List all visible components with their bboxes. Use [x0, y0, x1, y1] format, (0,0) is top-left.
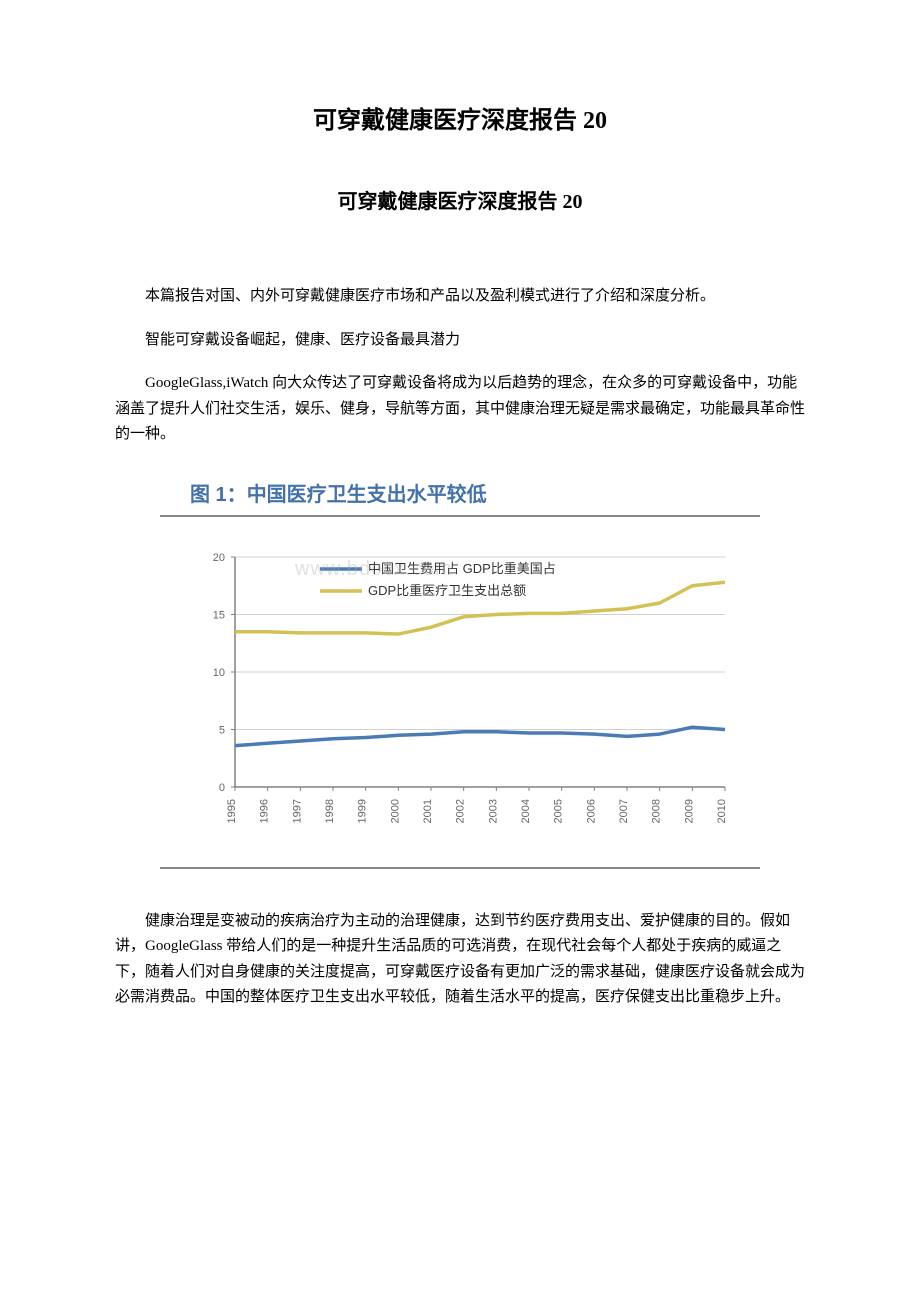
svg-text:1996: 1996 [259, 799, 271, 823]
svg-text:2004: 2004 [520, 799, 532, 823]
svg-text:2008: 2008 [651, 799, 663, 823]
chart-svg: 0 5 10 15 20 1995 1996 1997 1998 1999 2000 2001 2002… [180, 547, 740, 857]
svg-text:10: 10 [213, 667, 225, 679]
paragraph-2: GoogleGlass,iWatch 向大众传达了可穿戴设备将成为以后趋势的理念… [115, 371, 805, 448]
paragraph-3: 健康治理是变被动的疾病治疗为主动的治理健康，达到节约医疗费用支出、爱护健康的目的… [115, 909, 805, 1011]
section-heading: 智能可穿戴设备崛起，健康、医疗设备最具潜力 [115, 328, 805, 354]
chart-divider-bottom [160, 867, 760, 869]
chart-title-text: 中国医疗卫生支出水平较低 [247, 484, 487, 506]
chart-figure-1: 图 1：中国医疗卫生支出水平较低 0 5 10 15 20 1995 1996 1997 199… [160, 478, 760, 869]
svg-text:1995: 1995 [226, 799, 238, 823]
svg-text:2003: 2003 [487, 799, 499, 823]
svg-text:2005: 2005 [553, 799, 565, 823]
svg-text:1999: 1999 [357, 799, 369, 823]
svg-text:1997: 1997 [291, 799, 303, 823]
document-title-sub: 可穿戴健康医疗深度报告 20 [115, 185, 805, 214]
chart-divider-top [160, 515, 760, 517]
svg-text:5: 5 [219, 724, 225, 736]
paragraph-intro: 本篇报告对国、内外可穿戴健康医疗市场和产品以及盈利模式进行了介绍和深度分析。 [115, 284, 805, 310]
chart-plot-wrapper: 0 5 10 15 20 1995 1996 1997 1998 1999 2000 2001 2002… [160, 547, 760, 857]
document-title-main: 可穿戴健康医疗深度报告 20 [115, 100, 805, 135]
svg-text:2010: 2010 [716, 799, 728, 823]
svg-text:2006: 2006 [585, 799, 597, 823]
chart-title-prefix: 图 1： [190, 484, 247, 506]
svg-text:GDP比重医疗卫生支出总额: GDP比重医疗卫生支出总额 [368, 583, 526, 598]
svg-text:2000: 2000 [389, 799, 401, 823]
svg-text:0: 0 [219, 782, 225, 794]
svg-text:www.bdocx.com: www.bdocx.com [294, 558, 453, 580]
svg-text:20: 20 [213, 552, 225, 564]
svg-text:2002: 2002 [455, 799, 467, 823]
svg-text:2009: 2009 [683, 799, 695, 823]
svg-text:1998: 1998 [324, 799, 336, 823]
chart-title: 图 1：中国医疗卫生支出水平较低 [160, 478, 760, 507]
svg-text:2001: 2001 [422, 799, 434, 823]
svg-text:2007: 2007 [618, 799, 630, 823]
svg-text:15: 15 [213, 609, 225, 621]
